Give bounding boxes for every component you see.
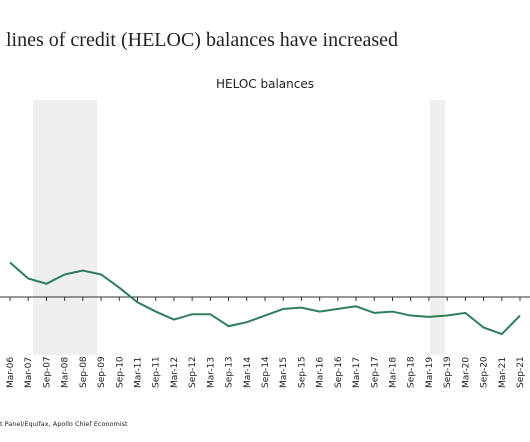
x-tick-label: Sep-19 — [443, 356, 453, 388]
x-tick-label: Mar-20 — [461, 357, 471, 388]
x-tick-label: Mar-17 — [352, 357, 362, 388]
x-tick-label: Sep-11 — [152, 356, 162, 388]
source: t Panel/Equifax, Apollo Chief Economist — [0, 420, 128, 428]
x-tick-label: Mar-14 — [243, 357, 253, 388]
x-tick-label: Sep-13 — [225, 356, 235, 388]
chart-title: lines of credit (HELOC) balances have in… — [6, 29, 398, 51]
x-tick-label: Mar-18 — [389, 357, 399, 388]
recession-shade — [430, 100, 445, 355]
x-tick-label: Mar-12 — [170, 357, 180, 388]
x-tick-label: Mar-16 — [316, 357, 326, 388]
recession-shade — [33, 100, 97, 355]
x-tick-label: Mar-21 — [498, 357, 508, 388]
x-tick-label: Mar-08 — [61, 357, 71, 388]
x-tick-label: Sep-14 — [261, 356, 271, 388]
chart-subtitle: HELOC balances — [216, 77, 314, 91]
x-tick-label: Sep-18 — [407, 356, 417, 388]
x-tick-label: Sep-16 — [334, 356, 344, 388]
x-tick-label: Sep-08 — [79, 356, 89, 388]
x-tick-label: Sep-21 — [516, 356, 526, 388]
x-tick-label: Mar-13 — [206, 357, 216, 388]
x-tick-label: Sep-15 — [297, 356, 307, 388]
x-tick-label: Sep-17 — [370, 356, 380, 388]
x-tick-label: Mar-06 — [6, 357, 16, 388]
x-tick-label: Sep-09 — [97, 356, 107, 388]
line-series — [9, 261, 521, 336]
x-tick-label: Sep-12 — [188, 356, 198, 388]
x-tick-label: Sep-07 — [42, 356, 52, 388]
x-tick-label: Sep-20 — [480, 356, 490, 388]
x-tick-label: Mar-07 — [24, 357, 34, 388]
x-tick-label: Mar-15 — [279, 357, 289, 388]
x-tick-label: Mar-19 — [425, 357, 435, 388]
x-tick-label: Mar-11 — [134, 357, 144, 388]
x-tick-label: Sep-10 — [115, 356, 125, 388]
